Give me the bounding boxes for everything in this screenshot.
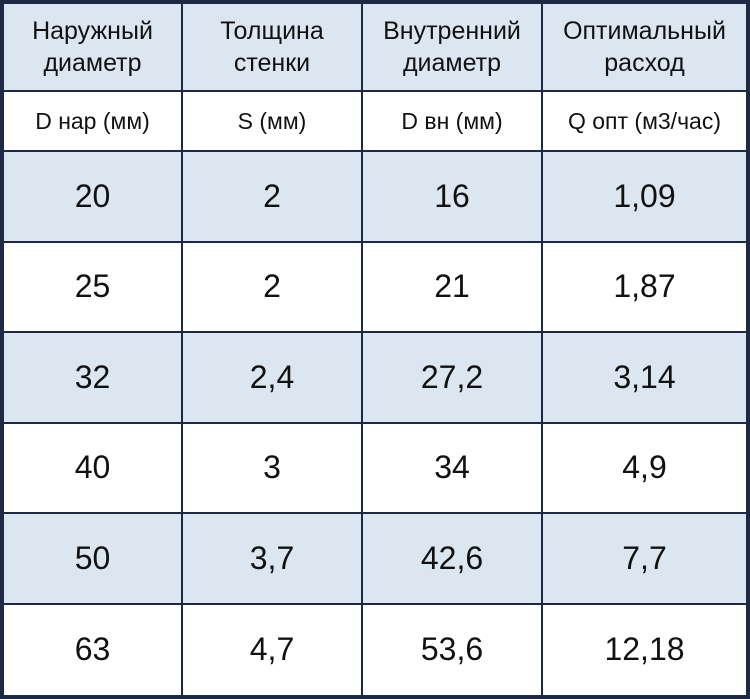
unit-cell: D вн (мм) [363, 92, 543, 152]
header-cell: Наружный диаметр [4, 4, 183, 92]
data-cell: 1,87 [543, 243, 746, 333]
data-cell: 3,7 [183, 514, 363, 605]
data-cell: 4,9 [543, 424, 746, 514]
data-cell: 20 [4, 152, 183, 243]
unit-cell: Q опт (м3/час) [543, 92, 746, 152]
data-cell: 21 [363, 242, 543, 333]
data-cell: 1,09 [543, 152, 746, 243]
unit-cell: S (мм) [183, 92, 363, 152]
data-cell: 32 [4, 333, 183, 424]
data-cell: 3,14 [543, 333, 746, 424]
data-cell: 34 [363, 423, 543, 514]
data-cell: 4,7 [183, 604, 363, 695]
data-cell: 3 [183, 423, 363, 514]
data-cell: 25 [4, 242, 183, 333]
data-cell: 2 [183, 242, 363, 333]
data-cell: 40 [4, 423, 183, 514]
data-cell: 27,2 [363, 333, 543, 424]
data-cell: 16 [363, 152, 543, 243]
data-cell: 7,7 [543, 514, 746, 605]
data-cell: 63 [4, 604, 183, 695]
data-cell: 2 [183, 152, 363, 243]
unit-cell: D нар (мм) [4, 92, 183, 152]
header-cell: Оптимальный расход [543, 4, 746, 92]
data-cell: 12,18 [604, 631, 685, 668]
data-cell: 50 [4, 514, 183, 605]
data-cell: 53,6 [363, 604, 543, 695]
data-cell: 42,6 [363, 514, 543, 605]
header-cell: Внутренний диаметр [363, 4, 543, 92]
header-cell: Толщина стенки [183, 4, 363, 92]
data-cell: 2,4 [183, 333, 363, 424]
